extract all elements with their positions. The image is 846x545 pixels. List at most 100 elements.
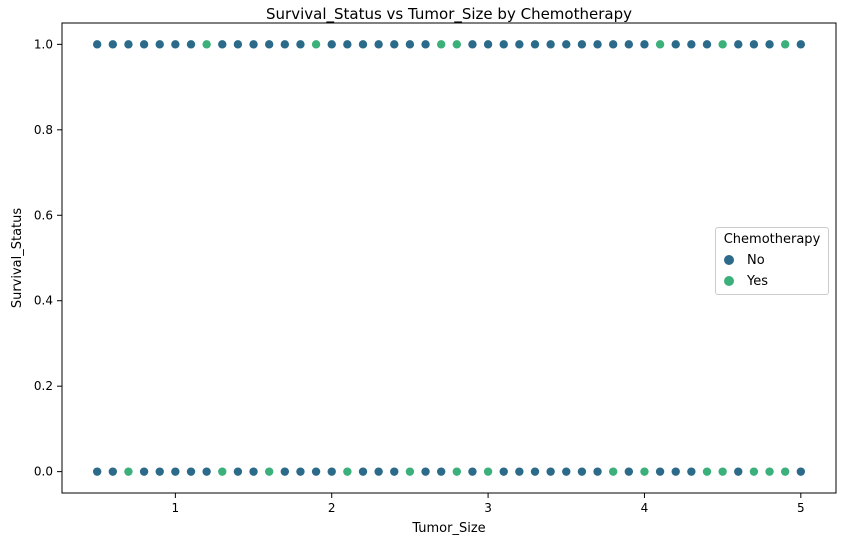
data-point-no — [733, 466, 744, 477]
plot-frame — [61, 22, 837, 494]
data-point-no — [389, 39, 400, 50]
data-point-yes — [608, 466, 619, 477]
data-point-no — [139, 466, 150, 477]
y-tick-label: 0.8 — [34, 123, 53, 137]
x-tick-label: 5 — [797, 501, 805, 515]
data-point-no — [576, 466, 587, 477]
data-point-no — [185, 39, 196, 50]
legend-marker-yes — [724, 275, 734, 286]
x-tick-label: 3 — [484, 501, 492, 515]
data-point-yes — [702, 466, 713, 477]
data-point-no — [311, 466, 322, 477]
y-tick-label: 0.2 — [34, 379, 53, 393]
data-point-no — [389, 466, 400, 477]
data-point-no — [201, 466, 212, 477]
data-point-yes — [342, 466, 353, 477]
legend-label-no: No — [747, 253, 765, 268]
data-point-no — [748, 39, 759, 50]
legend-label-yes: Yes — [747, 274, 768, 289]
data-point-no — [326, 39, 337, 50]
x-axis-label: Tumor_Size — [411, 521, 485, 536]
data-point-no — [795, 39, 806, 50]
data-point-no — [733, 39, 744, 50]
plot-background — [62, 23, 836, 493]
y-tick-label: 0.4 — [34, 294, 53, 308]
x-ticks: 1 2 3 4 5 — [172, 493, 805, 515]
data-point-yes — [780, 466, 791, 477]
data-point-no — [357, 466, 368, 477]
y-tick-label: 0.6 — [34, 208, 53, 222]
data-point-no — [670, 466, 681, 477]
data-point-no — [561, 39, 572, 50]
points-layer — [92, 39, 806, 477]
data-point-no — [608, 39, 619, 50]
data-point-no — [373, 39, 384, 50]
y-tick-label: 1.0 — [34, 37, 53, 51]
data-point-no — [342, 39, 353, 50]
data-point-no — [702, 39, 713, 50]
data-point-no — [530, 39, 541, 50]
data-point-yes — [639, 466, 650, 477]
data-point-no — [154, 39, 165, 50]
data-point-no — [467, 466, 478, 477]
legend-marker-no — [724, 254, 734, 265]
data-point-no — [154, 466, 165, 477]
y-ticks: 0.0 0.2 0.4 0.6 0.8 1.0 — [34, 37, 62, 479]
data-point-no — [248, 39, 259, 50]
data-point-no — [373, 466, 384, 477]
data-point-no — [639, 39, 650, 50]
data-point-no — [623, 39, 634, 50]
data-point-yes — [780, 39, 791, 50]
data-point-yes — [451, 39, 462, 50]
data-point-yes — [451, 466, 462, 477]
data-point-no — [248, 466, 259, 477]
data-point-no — [514, 466, 525, 477]
data-point-no — [92, 466, 103, 477]
data-point-no — [264, 39, 275, 50]
data-point-yes — [264, 466, 275, 477]
y-tick-label: 0.0 — [34, 465, 53, 479]
data-point-yes — [201, 39, 212, 50]
data-point-no — [295, 466, 306, 477]
data-point-no — [592, 466, 603, 477]
x-tick-label: 1 — [172, 501, 180, 515]
legend-item-yes: Yes — [724, 273, 768, 291]
data-point-no — [498, 466, 509, 477]
x-tick-label: 2 — [328, 501, 336, 515]
y-axis-label: Survival_Status — [10, 208, 25, 309]
data-point-no — [436, 466, 447, 477]
data-point-no — [123, 39, 134, 50]
data-point-no — [185, 466, 196, 477]
data-point-no — [764, 39, 775, 50]
data-point-no — [170, 466, 181, 477]
legend-item-no: No — [724, 252, 765, 270]
data-point-no — [530, 466, 541, 477]
data-point-no — [107, 39, 118, 50]
data-point-yes — [717, 39, 728, 50]
data-point-yes — [436, 39, 447, 50]
data-point-no — [498, 39, 509, 50]
data-point-yes — [311, 39, 322, 50]
data-point-yes — [655, 39, 666, 50]
data-point-yes — [483, 466, 494, 477]
data-point-no — [420, 39, 431, 50]
data-point-no — [795, 466, 806, 477]
data-point-yes — [404, 466, 415, 477]
data-point-no — [232, 39, 243, 50]
data-point-no — [295, 39, 306, 50]
data-point-no — [232, 466, 243, 477]
data-point-no — [545, 39, 556, 50]
data-point-no — [326, 466, 337, 477]
data-point-no — [170, 39, 181, 50]
data-point-yes — [217, 466, 228, 477]
data-point-yes — [123, 466, 134, 477]
data-point-no — [514, 39, 525, 50]
data-point-no — [279, 39, 290, 50]
data-point-no — [686, 39, 697, 50]
data-point-no — [107, 466, 118, 477]
data-point-yes — [748, 466, 759, 477]
data-point-no — [576, 39, 587, 50]
data-point-no — [686, 466, 697, 477]
